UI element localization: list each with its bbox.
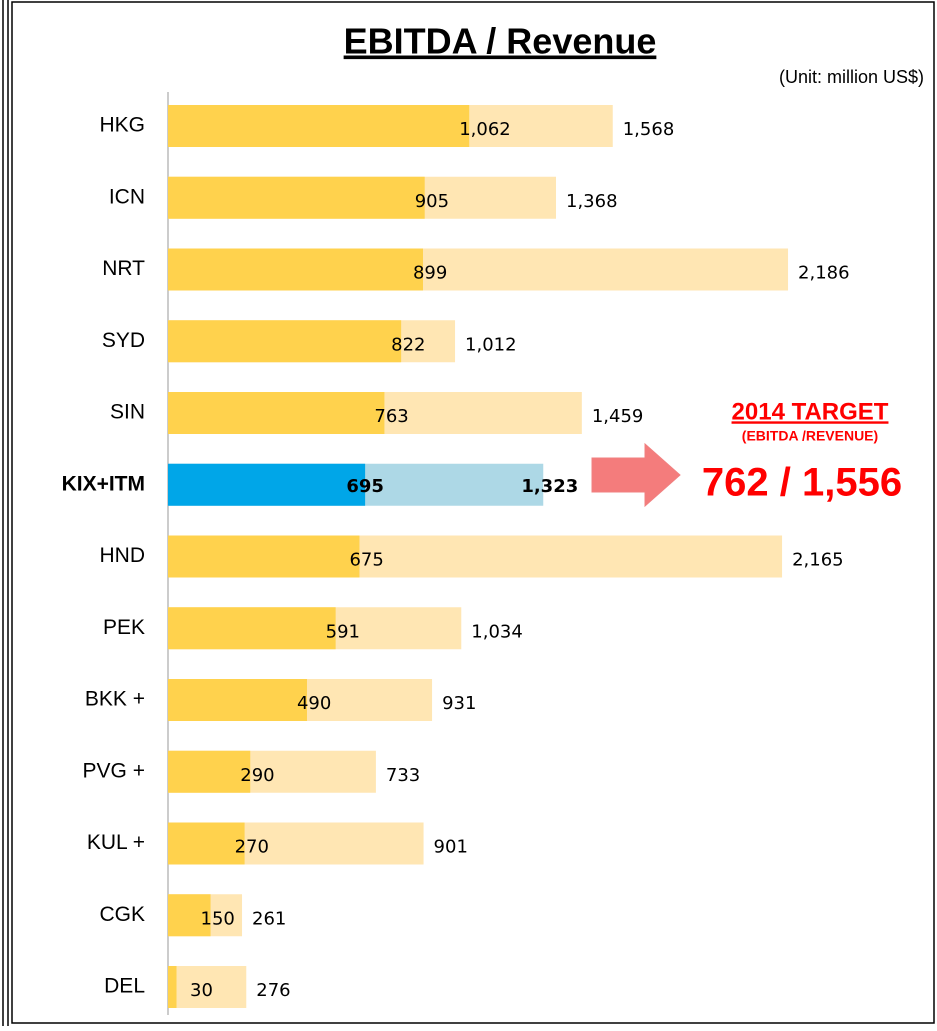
data-label: 931 bbox=[442, 693, 476, 714]
y-tick-label: KIX+ITM bbox=[62, 472, 145, 495]
data-label: 2,186 bbox=[798, 263, 850, 284]
annotation: (EBITDA /REVENUE) bbox=[742, 428, 878, 444]
bar bbox=[168, 679, 307, 721]
bar bbox=[168, 822, 245, 865]
annotation: 762 / 1,556 bbox=[702, 461, 902, 505]
y-tick-label: BKK + bbox=[85, 688, 145, 711]
data-label: 1,062 bbox=[459, 119, 511, 140]
y-tick-label: KUL + bbox=[87, 831, 145, 854]
y-tick-label: HND bbox=[100, 544, 146, 567]
data-label: 261 bbox=[252, 908, 286, 929]
data-label: 695 bbox=[346, 476, 384, 497]
y-tick-label: SIN bbox=[110, 401, 145, 424]
bar bbox=[168, 894, 211, 937]
data-label: 1,034 bbox=[471, 621, 523, 642]
y-tick-label: HKG bbox=[99, 114, 145, 137]
bar bbox=[168, 966, 177, 1008]
annotation: 2014 TARGET bbox=[732, 398, 889, 425]
data-label: 150 bbox=[201, 908, 235, 929]
bar bbox=[168, 463, 366, 506]
arrow bbox=[591, 442, 681, 508]
data-label: 1,459 bbox=[592, 406, 644, 427]
chart-subtitle: (Unit: million US$) bbox=[779, 67, 924, 87]
data-label: 905 bbox=[415, 191, 449, 212]
data-label: 290 bbox=[240, 765, 274, 786]
y-tick-label: SYD bbox=[102, 329, 145, 352]
bar bbox=[168, 392, 385, 434]
frame bbox=[11, 1, 935, 1024]
y-tick-label: CGK bbox=[99, 903, 145, 926]
bar bbox=[168, 966, 247, 1008]
data-label: 2,165 bbox=[792, 550, 844, 571]
data-label: 822 bbox=[391, 334, 425, 355]
y-tick-label: NRT bbox=[102, 257, 145, 280]
y-tick-label: ICN bbox=[109, 185, 145, 208]
data-label: 591 bbox=[326, 621, 360, 642]
bar bbox=[168, 320, 402, 363]
data-label: 675 bbox=[349, 550, 383, 571]
bar bbox=[168, 750, 251, 793]
chart-title: EBITDA / Revenue bbox=[344, 21, 657, 62]
data-label: 490 bbox=[297, 693, 331, 714]
bar bbox=[168, 535, 360, 578]
data-label: 276 bbox=[256, 980, 290, 1001]
data-label: 763 bbox=[374, 406, 408, 427]
data-label: 1,012 bbox=[465, 334, 517, 355]
bar bbox=[168, 105, 470, 147]
y-tick-label: PEK bbox=[103, 616, 145, 639]
data-label: 270 bbox=[235, 837, 269, 858]
bar bbox=[168, 607, 336, 650]
data-label: 1,568 bbox=[623, 119, 675, 140]
data-label: 901 bbox=[434, 837, 468, 858]
y-tick-label: DEL bbox=[104, 975, 145, 998]
data-label: 1,368 bbox=[566, 191, 618, 212]
data-label: 899 bbox=[413, 263, 447, 284]
data-label: 733 bbox=[386, 765, 420, 786]
bar bbox=[168, 248, 423, 291]
data-label: 30 bbox=[190, 980, 213, 1001]
data-label: 1,323 bbox=[521, 476, 578, 497]
y-tick-label: PVG + bbox=[83, 759, 145, 782]
bar bbox=[168, 176, 425, 219]
